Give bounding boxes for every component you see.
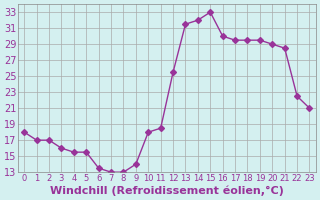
X-axis label: Windchill (Refroidissement éolien,°C): Windchill (Refroidissement éolien,°C) <box>50 185 284 196</box>
